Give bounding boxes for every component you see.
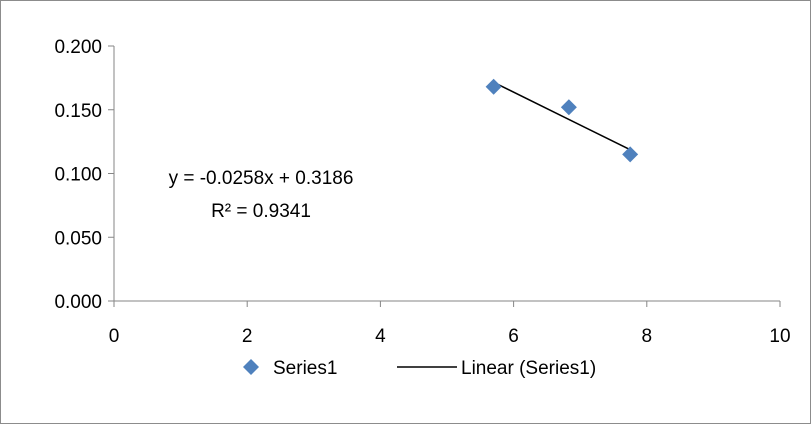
x-tick-label: 10 xyxy=(769,326,790,347)
legend: Series1 Linear (Series1) xyxy=(243,358,596,379)
x-tick-label: 6 xyxy=(508,326,519,347)
data-point xyxy=(560,99,577,116)
x-tick-label: 2 xyxy=(242,326,253,347)
trendline-equation: y = -0.0258x + 0.3186 xyxy=(169,168,354,189)
trendline-r-squared: R² = 0.9341 xyxy=(211,201,311,222)
y-tick-label: 0.100 xyxy=(54,165,102,186)
trendline xyxy=(493,81,631,151)
legend-series1-marker xyxy=(243,359,259,375)
y-tick-label: 0.200 xyxy=(54,37,102,58)
legend-trendline-label: Linear (Series1) xyxy=(461,358,596,379)
y-tick-label: 0.150 xyxy=(54,101,102,122)
y-tick-label: 0.000 xyxy=(54,292,102,313)
data-point xyxy=(622,146,639,163)
x-tick-label: 0 xyxy=(109,326,120,347)
x-tick-label: 4 xyxy=(375,326,386,347)
data-point xyxy=(485,78,502,95)
x-tick-label: 8 xyxy=(642,326,653,347)
legend-series1-label: Series1 xyxy=(273,358,337,379)
y-tick-label: 0.050 xyxy=(54,228,102,249)
